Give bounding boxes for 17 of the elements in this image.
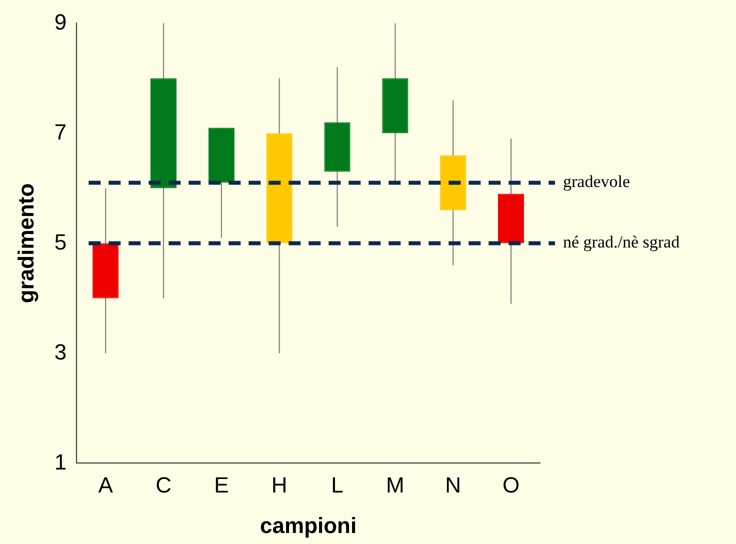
- x-tick-label: N: [445, 472, 462, 498]
- x-tick-label: E: [214, 472, 229, 498]
- y-tick-label: 7: [54, 119, 67, 144]
- x-tick-label: A: [98, 472, 114, 498]
- ref-line-label: gradevole: [563, 172, 630, 192]
- y-tick-label: 3: [54, 339, 67, 364]
- x-tick-label: L: [331, 472, 344, 498]
- x-axis-title: campioni: [260, 512, 357, 538]
- y-axis-title: gradimento: [13, 183, 38, 304]
- x-tick-label: H: [271, 472, 288, 498]
- x-tick-label: M: [386, 472, 404, 498]
- y-tick-label: 5: [54, 229, 67, 254]
- x-tick-label: O: [502, 472, 520, 498]
- ref-line-label: né grad./nè sgrad: [563, 232, 680, 252]
- x-tick-label: C: [156, 472, 172, 498]
- y-tick-label: 1: [54, 449, 67, 474]
- y-tick-label: 9: [54, 9, 67, 34]
